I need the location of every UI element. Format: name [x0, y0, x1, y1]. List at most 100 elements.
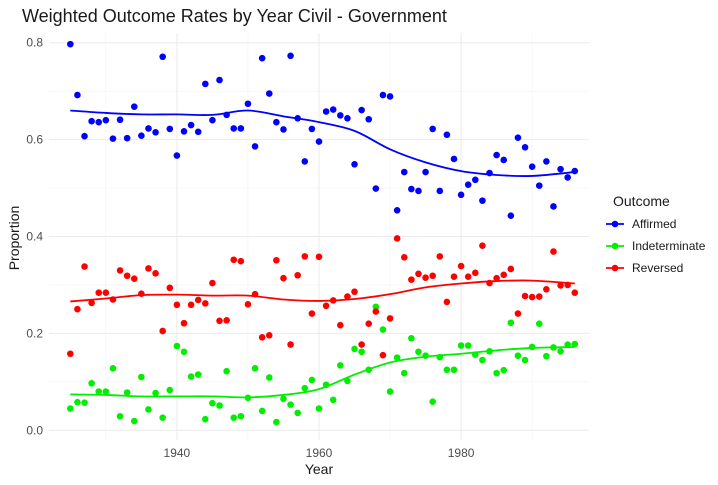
reversed-point: [273, 256, 280, 264]
legend-label: Affirmed: [632, 217, 676, 231]
chart-title: Weighted Outcome Rates by Year Civil - G…: [22, 6, 447, 26]
legend-item-indeterminate: Indeterminate: [606, 239, 706, 253]
reversed-point: [202, 300, 209, 307]
affirmed-point: [464, 181, 472, 188]
indeterminate-point: [265, 374, 273, 381]
affirmed-point: [95, 118, 103, 126]
affirmed-point: [535, 182, 543, 189]
affirmed-point: [400, 168, 408, 176]
reversed-point: [543, 286, 550, 293]
indeterminate-point: [159, 414, 166, 422]
indeterminate-point: [180, 348, 188, 356]
reversed-point: [280, 274, 287, 282]
affirmed-point: [358, 106, 365, 114]
affirmed-point: [315, 138, 323, 145]
indeterminate-point: [152, 389, 159, 397]
affirmed-point: [486, 169, 493, 177]
legend-key-point: [611, 264, 619, 272]
affirmed-point: [507, 212, 515, 219]
affirmed-point: [202, 80, 209, 88]
affirmed-point: [265, 90, 273, 97]
reversed-point: [351, 288, 358, 296]
indeterminate-point: [258, 407, 266, 415]
reversed-point: [450, 273, 458, 281]
indeterminate-point: [145, 406, 152, 413]
indeterminate-point: [308, 376, 316, 384]
reversed-point: [393, 235, 401, 242]
reversed-point: [521, 292, 529, 300]
affirmed-point: [88, 117, 95, 125]
affirmed-point: [500, 156, 508, 164]
x-tick-label: 1980: [448, 446, 475, 460]
affirmed-point: [337, 112, 344, 119]
reversed-point: [400, 254, 408, 261]
indeterminate-point: [379, 326, 387, 333]
indeterminate-point: [464, 342, 472, 349]
reversed-point: [493, 274, 500, 282]
affirmed-point: [258, 54, 266, 62]
reversed-point: [507, 265, 515, 273]
indeterminate-point: [443, 366, 451, 374]
reversed-point: [571, 289, 579, 297]
reversed-point: [464, 273, 472, 281]
indeterminate-point: [194, 371, 202, 378]
affirmed-point: [130, 103, 138, 110]
affirmed-point: [138, 132, 145, 140]
affirmed-point: [422, 168, 429, 176]
y-axis-title: Proportion: [6, 206, 22, 271]
affirmed-point: [294, 114, 301, 122]
affirmed-point: [152, 129, 159, 136]
affirmed-point: [571, 167, 579, 175]
x-tick-label: 1940: [164, 446, 191, 460]
affirmed-point: [194, 128, 202, 136]
affirmed-point: [322, 108, 330, 115]
indeterminate-point: [329, 396, 337, 404]
indeterminate-point: [216, 402, 223, 409]
indeterminate-point: [550, 344, 557, 351]
affirmed-point: [472, 176, 479, 184]
affirmed-point: [393, 207, 401, 214]
reversed-point: [550, 248, 557, 255]
indeterminate-point: [251, 364, 259, 372]
indeterminate-point: [400, 369, 408, 377]
reversed-point: [265, 332, 273, 339]
affirmed-point: [443, 131, 451, 139]
affirmed-point: [230, 125, 238, 132]
reversed-point: [443, 298, 451, 306]
indeterminate-point: [571, 340, 579, 348]
affirmed-point: [372, 185, 380, 192]
indeterminate-point: [507, 319, 515, 327]
reversed-point: [457, 262, 465, 270]
reversed-point: [216, 317, 223, 325]
x-axis-title: Year: [305, 461, 334, 477]
tick-labels: 0.0 0.2 0.4 0.6 0.8 1940 1960 1980: [26, 36, 474, 460]
affirmed-point: [301, 158, 309, 165]
reversed-point: [74, 305, 81, 313]
reversed-point: [564, 281, 571, 289]
affirmed-point: [344, 114, 351, 122]
indeterminate-point: [450, 366, 458, 374]
y-tick-label: 0.2: [26, 326, 43, 340]
reversed-point: [123, 272, 131, 280]
reversed-trend-line: [70, 279, 575, 303]
affirmed-point: [280, 126, 287, 133]
reversed-point: [287, 341, 294, 348]
indeterminate-point: [187, 373, 195, 380]
indeterminate-point: [109, 364, 117, 372]
affirmed-point: [521, 144, 529, 151]
legend: Outcome Affirmed Indeterminate Reversed: [606, 193, 706, 275]
affirmed-point: [81, 132, 88, 140]
indeterminate-point: [230, 414, 238, 422]
reversed-point: [159, 327, 166, 335]
indeterminate-point: [351, 345, 358, 353]
y-tick-label: 0.4: [26, 230, 43, 244]
reversed-point: [557, 282, 564, 289]
affirmed-point: [408, 185, 415, 193]
indeterminate-point: [422, 352, 429, 359]
reversed-point: [337, 321, 344, 329]
affirmed-point: [379, 91, 387, 99]
indeterminate-point: [130, 417, 138, 425]
reversed-point: [223, 317, 230, 324]
reversed-point: [258, 333, 266, 341]
affirmed-trend-line: [70, 109, 575, 178]
